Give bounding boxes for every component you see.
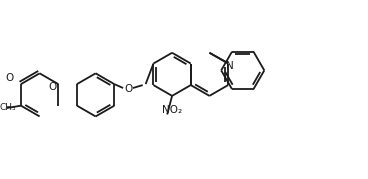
Text: O: O (48, 82, 57, 92)
Text: N: N (226, 61, 234, 71)
Text: NO₂: NO₂ (162, 105, 182, 115)
Text: CH₃: CH₃ (0, 103, 16, 112)
Text: O: O (124, 84, 132, 94)
Text: O: O (5, 73, 13, 83)
